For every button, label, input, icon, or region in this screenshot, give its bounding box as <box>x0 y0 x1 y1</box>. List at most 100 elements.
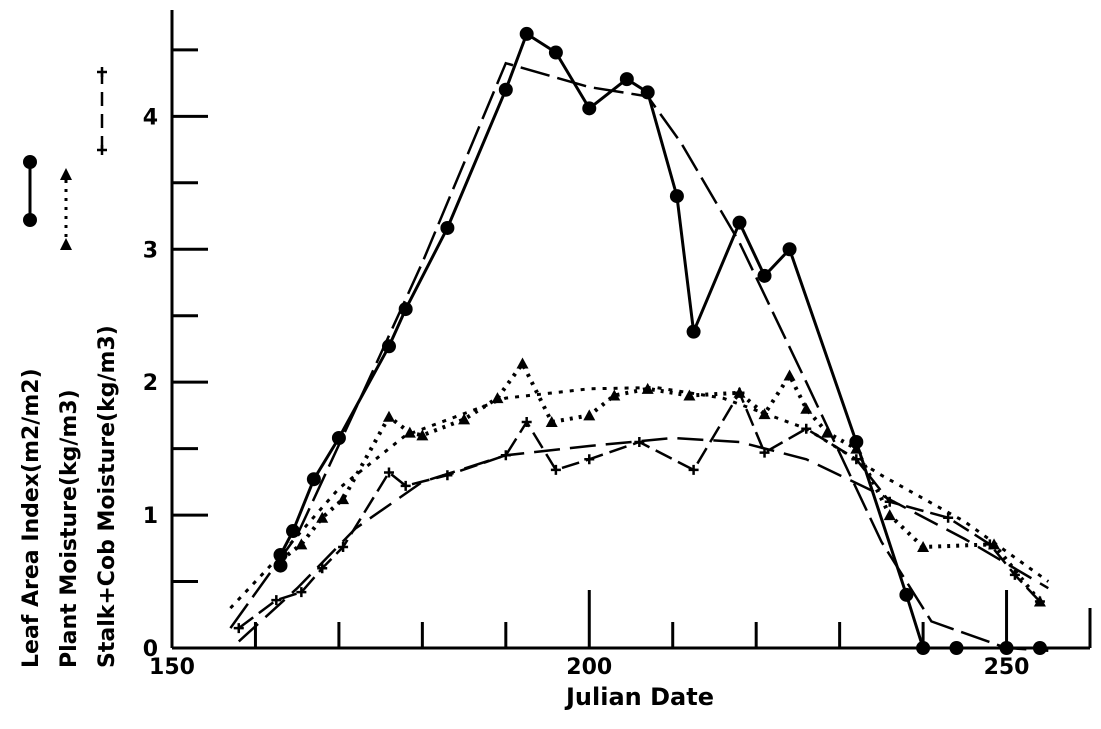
x-tick-label-250: 250 <box>984 655 1030 680</box>
plant-moisture-point-7 <box>458 413 471 425</box>
stalk-cob-point-4 <box>338 541 349 552</box>
stalk-cob-point-3 <box>317 563 328 574</box>
plant-moisture-point-18 <box>800 402 813 414</box>
lai-point-11 <box>582 101 597 116</box>
stalk-cob-point-15 <box>759 447 770 458</box>
lai-point-8 <box>498 82 513 97</box>
axes <box>170 10 1092 650</box>
legend-label-stalk-cob-moisture: Stalk+Cob Moisture(kg/m3) <box>95 325 120 668</box>
plant-moisture-point-11 <box>583 409 596 421</box>
plant-moisture-point-17 <box>783 369 796 381</box>
plant-moisture-point-0 <box>274 554 287 566</box>
stalk-cob-point-12 <box>634 436 645 447</box>
series-line-1 <box>279 361 1042 603</box>
series-markers <box>233 26 1047 655</box>
stalk-cob-point-11 <box>584 454 595 465</box>
legend-swatches <box>23 67 107 250</box>
stalk-cob-point-19 <box>943 512 954 523</box>
lai-point-16 <box>732 215 747 230</box>
stalk-cob-point-14 <box>734 387 745 398</box>
plant-moisture-point-13 <box>641 382 654 394</box>
ticks: 150 200 250 0 1 2 3 4 <box>143 48 1092 680</box>
y-tick-label-4: 4 <box>143 105 158 130</box>
lai-point-18 <box>782 242 797 257</box>
stalk-cob-point-8 <box>500 450 511 461</box>
lai-point-10 <box>548 45 563 60</box>
series-lines <box>238 32 1042 650</box>
stalk-cob-point-5 <box>383 467 394 478</box>
plant-moisture-point-2 <box>316 511 329 523</box>
lai-point-5 <box>381 339 396 354</box>
stalk-cob-point-9 <box>521 417 532 428</box>
x-tick-label-150: 150 <box>149 655 195 680</box>
y-tick-label-0: 0 <box>143 637 158 662</box>
plant-moisture-point-9 <box>516 357 529 369</box>
plant-moisture-point-12 <box>608 389 621 401</box>
lai-point-21 <box>916 641 931 655</box>
stalk-cob-point-20 <box>984 539 995 550</box>
lai-point-19 <box>849 434 864 449</box>
stalk-cob-point-10 <box>550 464 561 475</box>
stalk-cob-point-7 <box>442 470 453 481</box>
legend: Leaf Area Index(m2/m2) Plant Moisture(kg… <box>19 67 120 668</box>
lai-point-20 <box>899 587 914 602</box>
lai-point-22 <box>949 641 964 655</box>
plant-moisture-point-10 <box>545 416 558 428</box>
series-line-0 <box>279 32 1040 650</box>
plant-moisture-point-22 <box>917 540 930 552</box>
plant-moisture-point-19 <box>821 426 834 438</box>
stalk-cob-point-1 <box>271 595 282 606</box>
plant-moisture-point-4 <box>382 410 395 422</box>
plant-moisture-point-8 <box>491 392 504 404</box>
lai-point-17 <box>757 268 772 283</box>
stalk-cob-point-22 <box>1034 596 1045 607</box>
fit-line-1 <box>229 385 1050 610</box>
plant-moisture-point-20 <box>850 442 863 454</box>
lai-point-15 <box>686 324 701 339</box>
stalk-cob-point-16 <box>801 423 812 434</box>
plant-moisture-point-16 <box>758 408 771 420</box>
legend-swatch-triangle-plant-1 <box>60 238 72 250</box>
lai-point-12 <box>619 72 634 87</box>
lai-point-3 <box>306 472 321 487</box>
plant-moisture-point-3 <box>337 493 350 505</box>
stalk-cob-point-13 <box>688 464 699 475</box>
y-tick-label-3: 3 <box>143 238 158 263</box>
plant-moisture-point-14 <box>683 389 696 401</box>
legend-swatch-cross-stalk-2 <box>97 67 107 77</box>
plant-moisture-point-5 <box>403 426 416 438</box>
lai-point-6 <box>398 302 413 317</box>
legend-swatch-cross-stalk-1 <box>97 145 107 155</box>
legend-swatch-circle-lai-1 <box>23 213 37 227</box>
plant-moisture-point-21 <box>883 509 896 521</box>
stalk-cob-point-2 <box>296 587 307 598</box>
y-tick-label-1: 1 <box>143 504 158 529</box>
lai-point-4 <box>331 430 346 445</box>
lai-point-24 <box>1032 641 1047 655</box>
fit-line-0 <box>229 61 1049 652</box>
plant-moisture-point-6 <box>416 429 429 441</box>
lai-point-9 <box>519 26 534 41</box>
lai-point-7 <box>440 220 455 235</box>
legend-swatch-triangle-plant-2 <box>60 168 72 180</box>
stalk-cob-point-6 <box>400 480 411 491</box>
lai-point-2 <box>286 524 301 539</box>
x-axis-title: Julian Date <box>564 683 714 711</box>
stalk-cob-point-21 <box>1009 569 1020 580</box>
plant-moisture-point-1 <box>295 538 308 550</box>
lai-point-14 <box>669 189 684 204</box>
fit-lines <box>229 61 1050 652</box>
stalk-cob-point-0 <box>233 623 244 634</box>
lai-point-13 <box>640 85 655 100</box>
series-line-2 <box>238 391 1041 630</box>
y-tick-label-2: 2 <box>143 371 158 396</box>
fit-line-2 <box>237 436 1049 643</box>
stalk-cob-point-18 <box>884 496 895 507</box>
legend-swatch-circle-lai-2 <box>23 155 37 169</box>
x-tick-label-200: 200 <box>566 655 612 680</box>
legend-label-lai: Leaf Area Index(m2/m2) <box>19 368 44 668</box>
legend-label-plant-moisture: Plant Moisture(kg/m3) <box>57 389 82 668</box>
lai-point-23 <box>999 641 1014 655</box>
